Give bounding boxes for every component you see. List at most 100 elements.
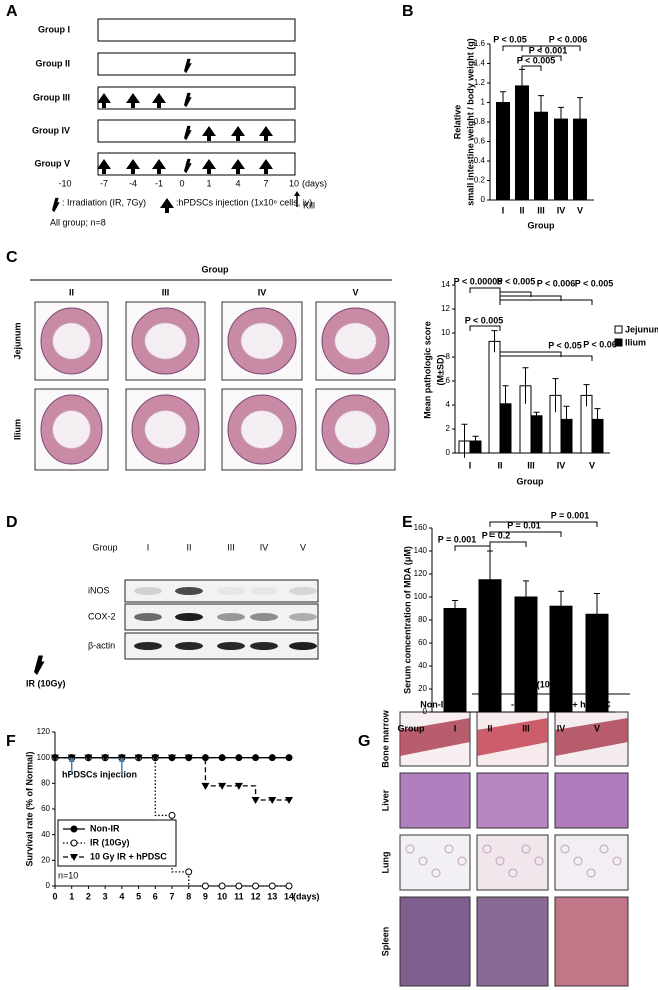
error-bar [461, 423, 468, 458]
bar [488, 340, 501, 454]
panel-label: D [6, 514, 18, 531]
error-bar [558, 106, 564, 131]
protein-label: iNOS [88, 585, 110, 595]
row-label: Lung [380, 852, 390, 874]
y-tick-label: 1.4 [474, 59, 486, 68]
histology-image [476, 834, 549, 891]
band [175, 613, 203, 621]
alveolus [521, 844, 531, 854]
marker [285, 882, 293, 890]
group-label: Group III [33, 92, 70, 102]
significance-bracket [521, 45, 581, 51]
series-line [55, 757, 289, 801]
legend-text: :hPDSCs injection (1x10⁶ cells, iv) [176, 197, 312, 207]
injection-icon [97, 93, 111, 108]
p-value: P < 0.06 [583, 339, 617, 349]
kill-arrow-head [294, 191, 300, 196]
y-tick-label: 120 [414, 569, 428, 578]
alveolus [444, 844, 454, 854]
note: All group; n=8 [50, 217, 106, 227]
group-label: Group IV [32, 125, 70, 135]
y-axis-label: Serum comcentration of MDA (μM) [402, 546, 412, 694]
marker [168, 811, 176, 819]
panel-label: B [402, 3, 414, 20]
band [250, 613, 278, 621]
p-value: P < 0.005 [497, 276, 536, 286]
alveolus [573, 856, 583, 866]
band [289, 642, 317, 650]
y-tick-label: 20 [41, 855, 50, 864]
injection-icon [126, 159, 140, 174]
marker [234, 782, 243, 790]
column-label: III [162, 287, 170, 297]
lumen [240, 322, 284, 360]
injection-icon [160, 198, 174, 213]
x-tick-label: 5 [136, 891, 141, 901]
y-tick-label: 0 [481, 195, 486, 204]
x-tick-label: I [502, 205, 505, 215]
marker [285, 797, 293, 805]
error-bar [552, 378, 559, 413]
group-label: Group V [35, 158, 71, 168]
injection-icon [231, 126, 245, 141]
x-tick-label: 7 [169, 891, 174, 901]
error-bar [472, 435, 479, 446]
bar [549, 605, 573, 713]
injection-icon [126, 93, 140, 108]
marker [51, 754, 59, 762]
marker [70, 825, 78, 833]
alveolus [495, 856, 505, 866]
y-tick-label: 14 [441, 280, 450, 289]
x-tick-label: 4 [119, 891, 124, 901]
alveolus [534, 856, 544, 866]
ir-title: IR (10Gy) [525, 679, 565, 689]
alveolus [599, 844, 609, 854]
y-tick-label: 0.6 [474, 137, 486, 146]
marker [235, 754, 243, 762]
legend-label: Non-IR [90, 823, 120, 833]
x-tick-label: II [519, 205, 524, 215]
y-axis-label: Survival rate (% of Normal) [24, 751, 34, 866]
row-label: Jejunum [12, 322, 22, 359]
significance-bracket [521, 55, 562, 61]
p-value: P = 0.01 [507, 520, 541, 530]
x-tick-label: 9 [203, 891, 208, 901]
p-value: P < 0.006 [537, 278, 576, 288]
significance-bracket [499, 295, 562, 301]
significance-bracket [469, 325, 501, 331]
histology-image [554, 834, 629, 891]
panel-label: G [358, 733, 370, 750]
y-tick-label: 10 [441, 328, 450, 337]
irradiation-icon [184, 58, 192, 74]
alveolus [612, 856, 622, 866]
marker [70, 854, 78, 861]
y-axis-label: (M±SD) [435, 355, 445, 386]
irradiation-icon [52, 197, 60, 213]
panel-label: F [6, 733, 16, 750]
significance-bracket [489, 541, 527, 547]
band [134, 587, 162, 595]
x-tick-label: 3 [103, 891, 108, 901]
row-label: Liver [380, 789, 390, 811]
lane-label: IV [260, 542, 269, 552]
x-tick-label: IV [557, 723, 566, 733]
marker [218, 882, 226, 890]
significance-bracket [489, 531, 562, 537]
marker [84, 754, 93, 762]
x-tick-label: 13 [267, 891, 277, 901]
x-tick-label: V [594, 723, 600, 733]
marker [151, 754, 160, 762]
significance-bracket [499, 351, 562, 357]
x-tick-label: III [537, 205, 545, 215]
significance-bracket [521, 65, 542, 71]
legend-text: : Irradiation (IR, 7Gy) [62, 197, 146, 207]
legend-label: Ilium [625, 337, 646, 347]
error-bar [491, 330, 498, 353]
group-title: Group [92, 542, 117, 552]
irradiation-icon [184, 158, 192, 174]
lumen [240, 410, 284, 449]
lumen [334, 410, 377, 449]
injection-icon [231, 159, 245, 174]
x-tick-label: III [522, 723, 530, 733]
